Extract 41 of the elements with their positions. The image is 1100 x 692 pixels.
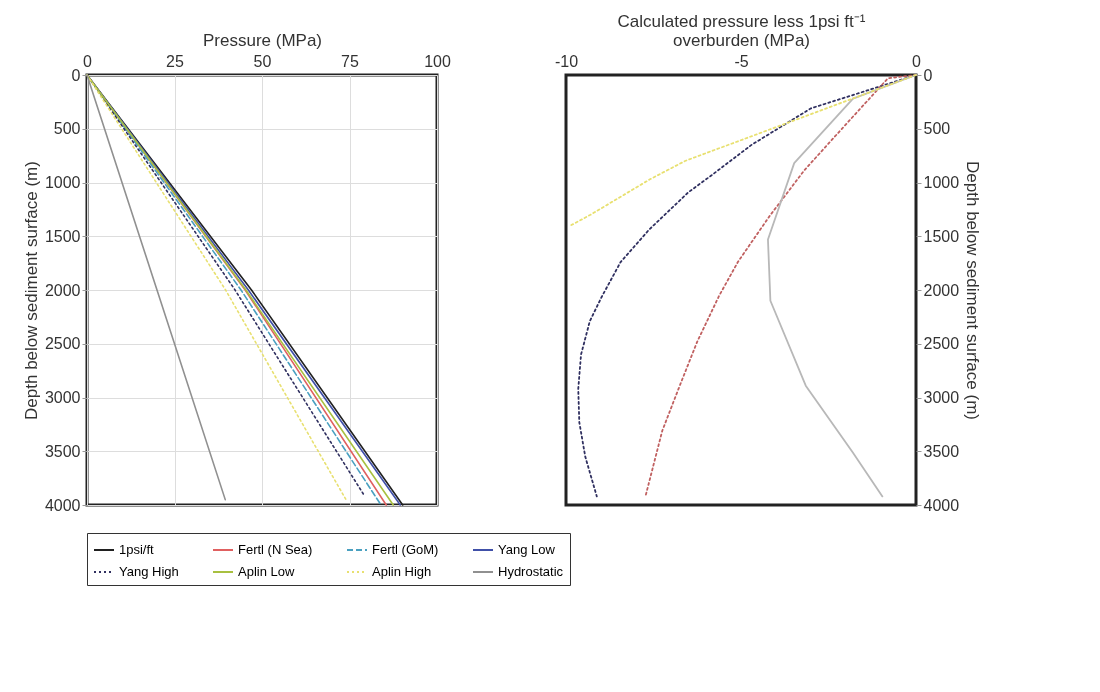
legend-label: 1psi/ft <box>119 542 155 557</box>
x-tick-label: -5 <box>734 52 749 70</box>
y-axis-title: Depth below sediment surface (m) <box>21 161 41 420</box>
y2-tick-label: 1500 <box>923 227 960 245</box>
x-tick-label: 100 <box>424 52 451 70</box>
x-tick-label: 0 <box>912 52 922 70</box>
y-tick-label: 2000 <box>44 281 81 299</box>
y-tick-label: 500 <box>53 120 81 138</box>
line-series <box>767 74 917 498</box>
legend-label: Aplin High <box>372 564 432 579</box>
line-series <box>569 74 917 227</box>
x-tick-label: 50 <box>253 52 272 70</box>
y2-tick-label: 3500 <box>923 442 960 460</box>
y-tick-label: 1500 <box>44 227 81 245</box>
y2-tick-label: 500 <box>923 120 951 138</box>
y-tick-label: 3000 <box>44 389 81 406</box>
y2-tick-label: 2500 <box>923 335 960 353</box>
y-tick-label: 4000 <box>44 496 81 514</box>
legend-label: Yang High <box>119 564 179 579</box>
x-axis-title: Pressure (MPa) <box>202 30 323 50</box>
y-tick-label: 2500 <box>44 335 81 353</box>
y2-tick-label: 1000 <box>923 174 960 191</box>
y2-tick-label: 0 <box>923 66 933 84</box>
legend-label: Yang Low <box>498 542 556 557</box>
y2-axis-title: Depth below sediment surface (m) <box>963 161 983 420</box>
y-tick-label: 3500 <box>44 442 81 460</box>
x-tick-label: -10 <box>554 52 579 70</box>
x-axis-title: Calculated pressure less 1psi ft⁻¹ overburden (MPa) <box>617 11 866 50</box>
y-tick-label: 1000 <box>44 174 81 191</box>
x-tick-label: 0 <box>83 52 93 70</box>
legend-label: Fertl (GoM) <box>372 542 439 557</box>
x-tick-label: 75 <box>341 52 359 70</box>
y2-tick-label: 3000 <box>923 389 960 406</box>
legend-label: Fertl (N Sea) <box>238 542 313 557</box>
legend-label: Aplin Low <box>238 564 295 579</box>
x-tick-label: 25 <box>166 52 184 70</box>
legend-label: Hydrostatic <box>498 564 564 579</box>
y2-tick-label: 2000 <box>923 281 960 299</box>
line-series <box>644 74 917 498</box>
y-tick-label: 0 <box>71 66 81 84</box>
y2-tick-label: 4000 <box>923 496 960 514</box>
